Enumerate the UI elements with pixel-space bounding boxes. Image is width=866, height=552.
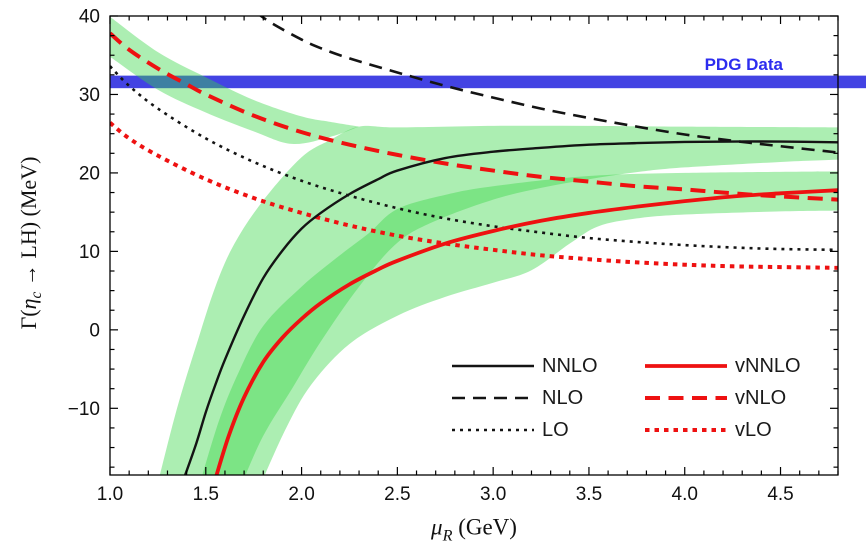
x-axis-title-sub: R	[442, 527, 453, 545]
legend-item-vLO: vLO	[645, 414, 801, 446]
y-tick-label: 30	[79, 85, 100, 106]
legend-item-vNLO: vNLO	[645, 382, 801, 414]
curve-NNLO	[183, 140, 838, 475]
y-tick-label: 40	[79, 7, 100, 28]
curve-NLO	[258, 16, 838, 154]
x-tick-label: 1.5	[193, 484, 219, 505]
y-tick-label: 0	[89, 320, 100, 341]
legend-label-NNLO: NNLO	[542, 355, 598, 377]
legend-item-LO: LO	[452, 414, 598, 446]
x-tick-label: 2.0	[288, 484, 314, 505]
y-axis-title-eta: η	[15, 298, 41, 310]
legend-column-1: NNLO NLO LO	[452, 350, 598, 446]
y-tick-label: 10	[79, 242, 100, 263]
legend-line-sample-LO	[452, 428, 534, 432]
y-axis-title-gamma: Γ(	[15, 309, 41, 330]
curve-vNLO	[110, 31, 838, 202]
legend-line-sample-NLO	[452, 396, 534, 400]
x-axis-title: μR (GeV)	[431, 515, 517, 546]
x-tick-label: 4.5	[767, 484, 793, 505]
legend-line-sample-vNLO	[645, 396, 727, 400]
legend-item-vNNLO: vNNLO	[645, 350, 801, 382]
x-tick-label: 2.5	[384, 484, 410, 505]
x-tick-label: 4.0	[672, 484, 698, 505]
uncertainty-bands	[110, 16, 838, 475]
pdg-data-band	[110, 75, 866, 89]
axis-ticks	[109, 15, 839, 475]
curve-vNNLO	[214, 188, 838, 475]
band-NNLO-band	[159, 125, 838, 475]
y-tick-label: −10	[68, 399, 100, 420]
x-tick-label: 3.5	[576, 484, 602, 505]
x-tick-label: 3.0	[480, 484, 506, 505]
y-axis-title-sub: c	[28, 291, 46, 299]
legend-label-vNLO: vNLO	[735, 387, 787, 409]
pdg-data-label: PDG Data	[704, 55, 783, 74]
tick-labels: 1.0 1.5 2.0 2.5 3.0 3.5 4.0 4.5 −10 0 10 20 30 40	[68, 7, 794, 506]
curve-vLO	[110, 121, 838, 270]
band-vNLO-band	[110, 16, 360, 145]
x-axis-title-rest: (GeV)	[452, 514, 517, 540]
x-axis-title-mu: μ	[431, 514, 443, 540]
legend-line-sample-NNLO	[452, 364, 534, 368]
legend-column-2: vNNLO vNLO vLO	[645, 350, 801, 446]
legend-item-NNLO: NNLO	[452, 350, 598, 382]
legend-label-NLO: NLO	[542, 387, 584, 409]
legend-item-NLO: NLO	[452, 382, 598, 414]
legend-label-LO: LO	[542, 419, 569, 441]
x-tick-label: 1.0	[97, 484, 123, 505]
legend-label-vLO: vLO	[735, 419, 772, 441]
legend-line-sample-vNNLO	[645, 364, 727, 368]
legend-line-sample-vLO	[645, 428, 727, 432]
y-tick-label: 20	[79, 163, 100, 184]
y-axis-title-rest: → LH) (MeV)	[15, 156, 41, 292]
curves	[110, 16, 838, 475]
band-vNNLO-band	[202, 171, 838, 475]
legend-label-vNNLO: vNNLO	[735, 355, 801, 377]
y-axis-title: Γ(ηc → LH) (MeV)	[16, 157, 46, 330]
